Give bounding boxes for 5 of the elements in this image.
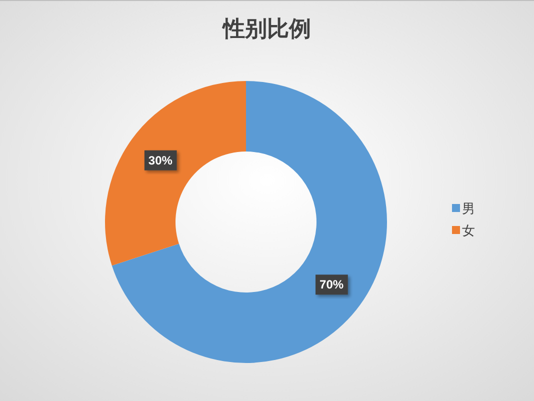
legend-label: 男 [462,201,475,216]
data-label: 70% [320,278,344,292]
legend-label: 女 [462,223,475,238]
data-label: 30% [148,153,173,168]
title: 性别比例 [223,16,311,41]
